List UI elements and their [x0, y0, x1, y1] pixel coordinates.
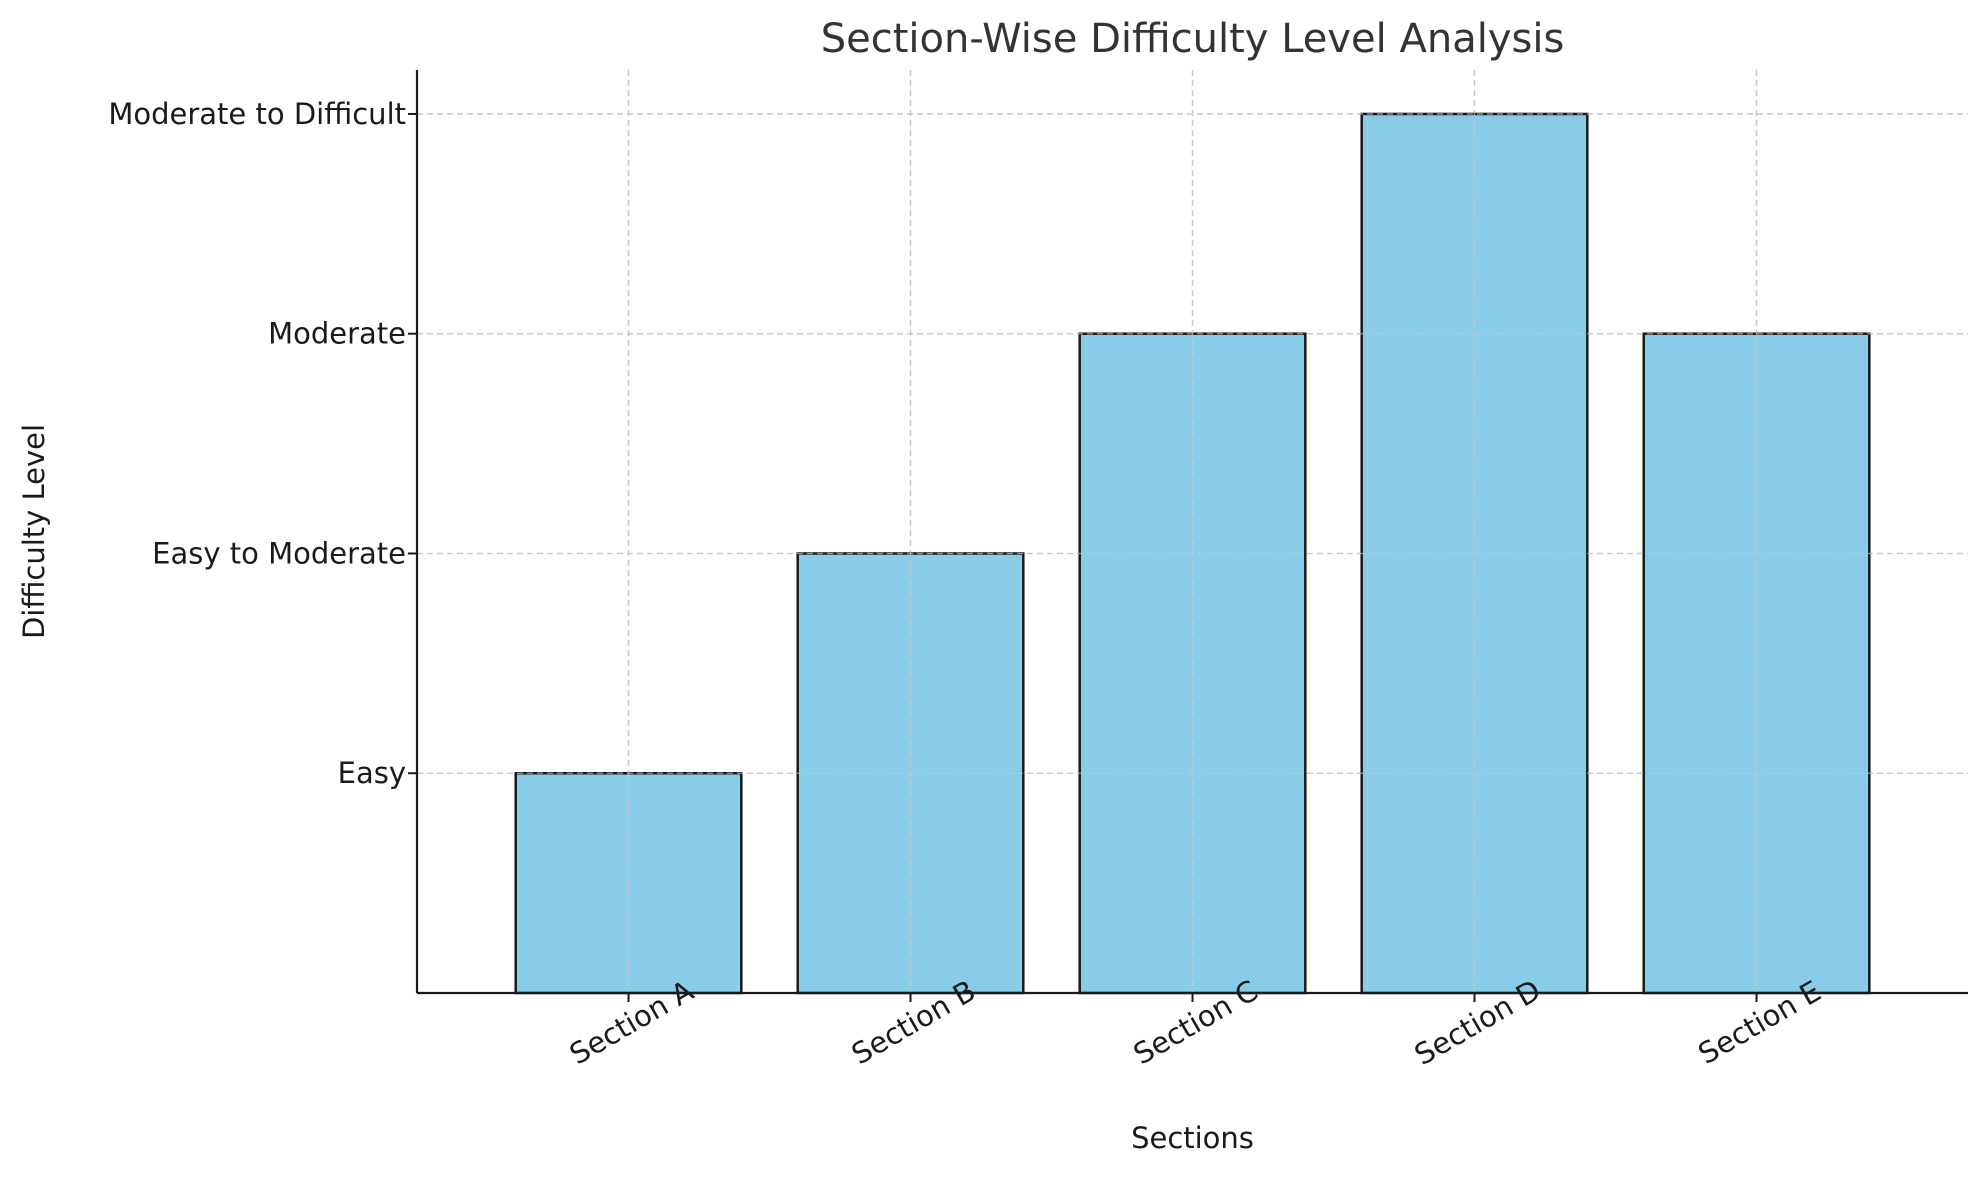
y-tick-label: Easy to Moderate [152, 536, 406, 570]
y-tick-label: Moderate to Difficult [108, 97, 406, 131]
x-axis-label: Sections [1131, 1121, 1254, 1155]
chart-title: Section-Wise Difficulty Level Analysis [821, 16, 1565, 62]
y-axis-label: Difficulty Level [17, 424, 51, 639]
y-tick-label: Easy [338, 756, 406, 790]
y-tick-label: Moderate [268, 317, 406, 351]
y-ticks: Easy Easy to Moderate Moderate Moderate to … [108, 97, 417, 790]
bars [417, 70, 1968, 995]
